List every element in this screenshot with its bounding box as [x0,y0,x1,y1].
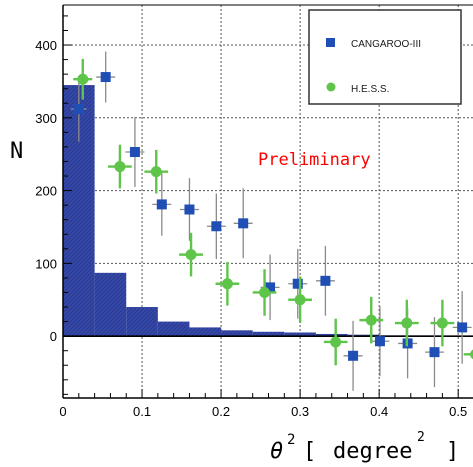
x-axis-label-open: [ [303,439,316,464]
legend-label-cangaroo: CANGAROO-III [351,39,421,50]
hess-marker-5 [259,286,271,298]
cangaroo-point-4 [179,178,199,241]
hess-point-2 [144,149,169,194]
cangaroo-point-3 [152,173,172,236]
x-tick-label-3: 0.3 [291,404,309,419]
hist-bin-1 [94,272,127,337]
legend-marker-hess [326,82,336,92]
cangaroo-marker-6 [238,218,249,229]
y-tick-label-4: 400 [35,38,57,53]
cangaroo-marker-10 [348,350,359,361]
hess-marker-3 [185,249,197,261]
hess-marker-9 [401,317,413,329]
x-axis-label-close: ] [446,439,459,464]
hess-marker-6 [294,294,306,306]
cangaroo-point-0 [70,76,87,142]
hess-point-4 [215,261,240,306]
hess-marker-4 [221,278,233,290]
hess-point-1 [108,144,132,189]
cangaroo-point-11 [370,306,390,377]
x-tick-label-5: 0.5 [449,404,467,419]
x-axis-label-unit: degree [333,439,412,464]
hess-marker-7 [330,336,342,348]
x-tick-label-1: 0.1 [133,404,151,419]
x-axis-label-base: θ [270,439,283,464]
cangaroo-marker-1 [100,72,111,83]
hess-point-7 [323,318,348,366]
y-tick-label-2: 200 [35,184,57,199]
cangaroo-point-6 [233,188,253,259]
x-axis-label: θ 2 [ degree 2 ] [270,430,459,464]
data-series [70,51,473,391]
cangaroo-point-10 [343,320,363,391]
cangaroo-marker-14 [457,322,468,333]
cangaroo-marker-13 [429,347,440,358]
hist-bin-7 [284,332,316,337]
hist-bin-5 [221,330,253,337]
y-tick-label-0: 0 [50,329,57,344]
x-tick-label-4: 0.4 [370,404,388,419]
x-tick-label-0: 0 [59,404,66,419]
hess-point-9 [394,299,419,347]
preliminary-annotation: Preliminary [258,150,371,170]
cangaroo-marker-2 [129,147,140,158]
cangaroo-marker-3 [156,199,167,210]
hess-point-3 [179,232,203,277]
hist-bin-3 [157,321,190,337]
x-axis-label-unit-sup: 2 [417,430,425,445]
hess-marker-8 [365,314,377,326]
cangaroo-point-1 [96,51,116,103]
legend-label-hess: H.E.S.S. [351,84,389,95]
hess-point-8 [359,296,384,344]
cangaroo-marker-9 [320,275,331,286]
hess-point-10 [430,299,455,347]
x-tick-label-2: 0.2 [212,404,230,419]
cangaroo-point-13 [424,317,444,388]
legend: CANGAROO-III H.E.S.S. [308,9,462,105]
cangaroo-point-8 [288,248,308,319]
hess-marker-11 [470,349,473,360]
y-axis-label: N [10,139,23,164]
cangaroo-point-2 [125,117,145,187]
hess-marker-2 [150,166,162,178]
tick-labels: 0 100 200 300 400 0 0.1 0.2 0.3 0.4 0.5 [35,38,467,419]
hist-bin-6 [252,331,285,337]
hess-marker-0 [77,73,89,85]
hess-point-11 [463,349,473,360]
hess-marker-1 [114,161,126,173]
cangaroo-marker-4 [184,204,195,215]
hess-point-0 [73,58,93,100]
hess-marker-10 [436,317,448,329]
histogram [63,85,443,337]
cangaroo-marker-5 [211,221,222,232]
hist-bin-4 [189,327,222,337]
y-tick-label-3: 300 [35,111,57,126]
hess-point-5 [252,269,277,316]
cangaroo-point-5 [206,193,226,259]
hist-bin-8 [315,333,348,337]
axes [62,4,473,399]
cangaroo-marker-11 [374,336,385,347]
cangaroo-marker-7 [265,282,276,293]
legend-marker-cangaroo [326,38,335,47]
y-tick-label-1: 100 [35,256,57,271]
hess-point-6 [288,276,312,324]
cangaroo-point-9 [315,245,335,316]
x-axis-label-sup: 2 [287,432,295,448]
cangaroo-point-14 [452,291,472,364]
cangaroo-marker-8 [292,278,303,289]
hist-bin-2 [126,307,158,337]
cangaroo-marker-0 [73,104,84,115]
